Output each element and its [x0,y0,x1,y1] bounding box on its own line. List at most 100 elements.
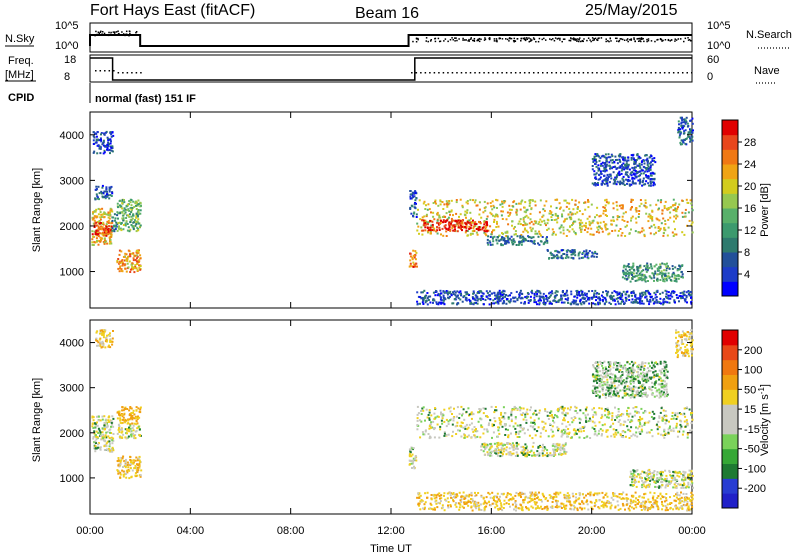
velocity-cell [100,346,103,349]
power-cell [583,201,585,204]
power-cell [569,302,572,305]
velocity-cell [516,436,519,438]
nsearch-point [468,40,471,42]
nave-point [668,72,670,74]
velocity-cell [531,421,534,424]
power-cell [135,267,138,270]
power-cell [591,158,594,160]
power-cell [98,239,101,242]
nsearch-point [101,30,104,33]
velocity-cell [454,425,457,428]
power-cell [416,291,419,294]
power-cell [111,227,114,230]
power-cell [614,182,617,185]
power-cell [578,221,581,224]
power-cell [630,183,633,186]
nave-point [415,72,418,74]
power-cell [614,165,617,168]
nsearch-point [452,38,454,41]
power-cell [593,294,595,297]
power-cell [552,231,555,233]
power-cell [482,292,485,295]
power-cell [424,301,427,304]
power-cell [631,271,634,274]
power-cell [419,302,421,305]
nsearch-point [689,39,692,42]
power-cell [691,122,694,125]
power-cell [108,217,111,220]
power-cell [104,197,107,200]
power-cell [595,296,598,298]
velocity-cell [561,432,564,435]
nsearch-point [528,37,530,39]
velocity-cell [119,435,122,438]
velocity-cell [411,467,413,469]
velocity-cell [457,429,459,432]
power-cell [546,236,548,239]
nave-point [587,72,589,74]
velocity-cell [122,433,125,436]
velocity-cell [459,424,462,427]
power-cell [626,272,629,275]
nsearch-point [572,38,574,40]
velocity-cell [658,416,661,419]
power-cell [102,221,105,224]
power-cell [583,229,586,231]
velocity-cell [137,425,140,428]
power-cell [620,169,623,172]
power-cell [602,206,605,209]
power-cell [106,220,109,223]
velocity-cell [504,443,506,446]
power-cell [98,231,101,234]
velocity-cell [468,413,471,416]
velocity-cell [571,421,574,424]
power-cell [431,229,434,232]
power-cell [624,225,627,228]
nsearch-point [473,39,475,42]
velocity-cell [691,412,694,414]
power-cell [468,298,471,301]
velocity-cell [477,420,480,423]
power-cell [665,290,668,293]
velocity-cell [629,421,632,424]
velocity-cell [497,448,500,451]
power-cell [587,199,589,202]
power-cell [506,231,509,234]
power-cell [445,228,448,230]
power-cell [605,156,608,159]
power-cell [513,241,516,244]
power-cell [647,165,650,168]
power-cell [596,252,599,255]
power-cell [126,262,129,265]
power-cell [688,135,691,138]
power-cell [100,133,102,136]
power-cell [121,264,124,267]
power-cell [517,244,520,246]
velocity-cell [487,454,490,457]
power-cell [656,278,659,281]
velocity-cell [103,423,106,426]
power-cell [116,229,119,232]
power-cell [602,291,604,294]
nave-point [623,72,625,74]
power-cell [649,263,652,266]
power-cell [639,271,642,274]
nsearch-point [417,37,419,40]
power-cell [554,214,557,217]
nsearch-point [593,38,595,40]
power-cell [622,273,625,276]
velocity-cell [593,407,595,410]
velocity-cell [541,420,544,423]
power-cell [681,215,684,218]
velocity-cell [562,409,565,412]
velocity-cell [603,423,606,426]
velocity-cell [479,436,482,439]
power-cell [483,231,486,234]
power-cell [440,292,442,295]
power-cell [503,201,506,204]
velocity-cell [505,446,508,449]
power-cell [537,235,540,238]
velocity-cell [532,413,535,416]
velocity-cell [542,446,544,449]
velocity-cell [542,449,545,452]
